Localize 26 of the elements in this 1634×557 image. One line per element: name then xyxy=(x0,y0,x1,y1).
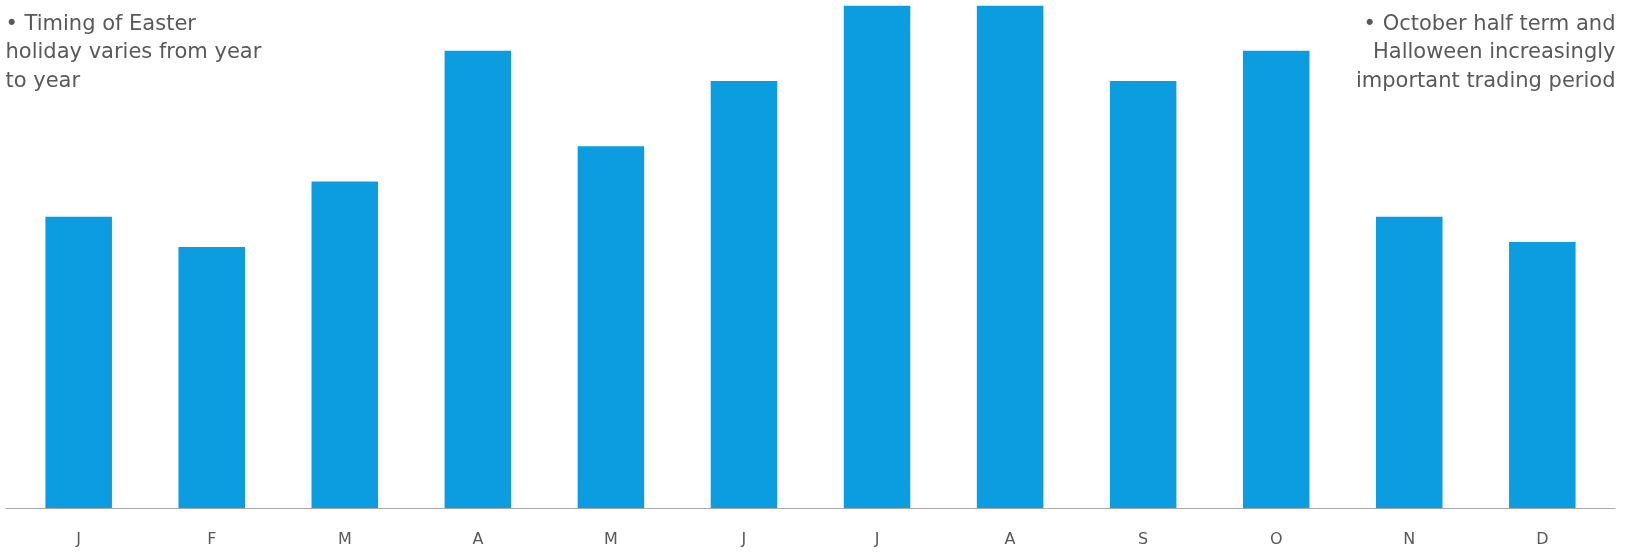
x-tick-label: A xyxy=(1004,528,1016,548)
annotation: • October half term and Halloween increasingly important trading period xyxy=(1355,10,1616,93)
bar xyxy=(1509,241,1576,509)
x-tick-label: N xyxy=(1403,528,1416,548)
bar xyxy=(178,246,245,509)
bar xyxy=(1242,50,1310,509)
bar xyxy=(710,80,778,509)
bar xyxy=(311,181,379,509)
x-tick-label: J xyxy=(740,528,747,548)
bar xyxy=(976,5,1044,509)
x-tick-label: J xyxy=(75,528,82,548)
bar xyxy=(45,216,112,509)
bar xyxy=(843,5,911,509)
bar xyxy=(444,50,512,509)
x-tick-label: F xyxy=(207,528,217,548)
bar xyxy=(1109,80,1177,509)
x-tick-label: J xyxy=(873,528,880,548)
x-tick-label: A xyxy=(472,528,484,548)
x-tick-label: S xyxy=(1138,528,1149,548)
bar xyxy=(577,146,645,509)
x-tick-label: M xyxy=(337,528,352,548)
bar xyxy=(1376,216,1443,509)
annotation: • Timing of Easter holiday varies from year to year xyxy=(5,10,262,93)
x-tick-label: O xyxy=(1269,528,1283,548)
x-tick-label: D xyxy=(1536,528,1549,548)
x-tick-label: M xyxy=(604,528,618,548)
